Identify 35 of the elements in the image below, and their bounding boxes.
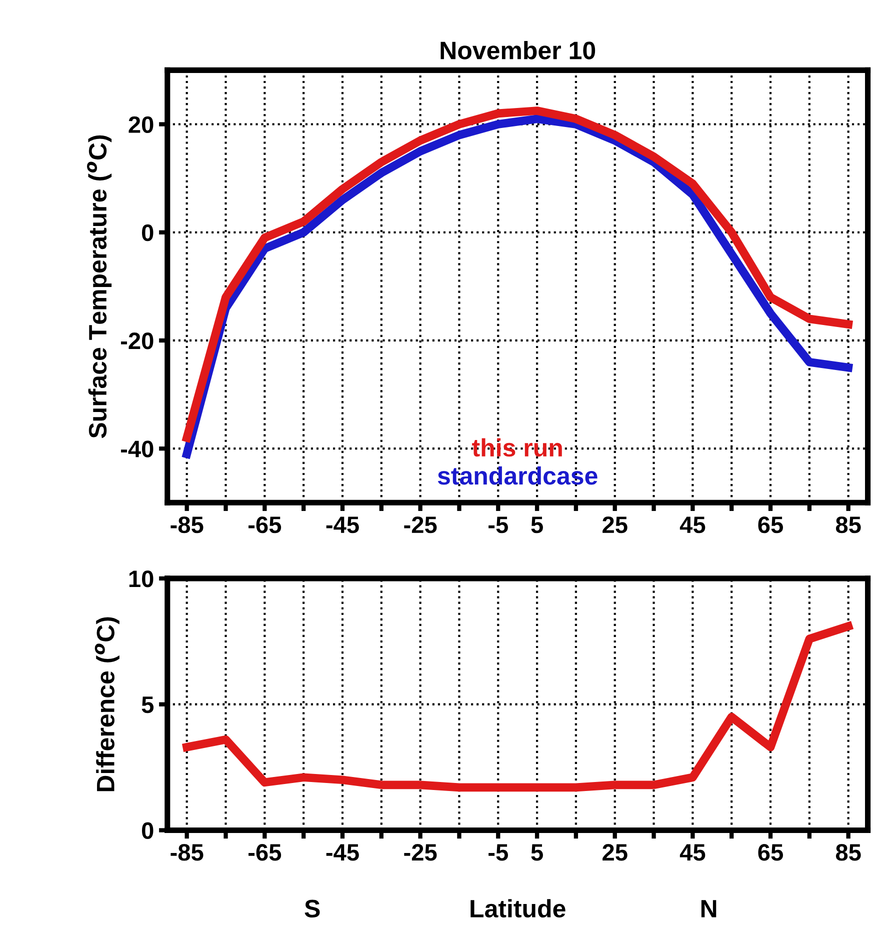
- x-tick-label: -25: [404, 844, 437, 861]
- x-tick-label: 85: [836, 844, 861, 861]
- x-tick-label: 85: [836, 516, 861, 534]
- y-tick-label: 20: [128, 116, 154, 134]
- x-tick-label: 45: [680, 844, 706, 861]
- x-tick-label: 45: [680, 516, 706, 534]
- text: standardcase: [438, 466, 598, 485]
- x-tick-label: -25: [404, 516, 437, 534]
- x-tick-label: 25: [602, 844, 628, 861]
- y-tick-label: -20: [120, 332, 154, 350]
- x-tick-label: 5: [531, 844, 543, 861]
- y-tick-label: 10: [129, 570, 154, 588]
- chart-title: November 10: [440, 40, 596, 60]
- x-tick-label: -5: [488, 844, 508, 861]
- y-tick-label: 5: [142, 696, 154, 714]
- y-axis-title: Difference ($^{o}$C): [94, 617, 120, 792]
- x-tick-label: -45: [326, 844, 359, 861]
- text: S: [304, 900, 320, 918]
- text: N: [701, 900, 716, 918]
- y-tick-label: -40: [120, 440, 154, 458]
- x-tick-label: -45: [326, 516, 359, 534]
- x-tick-label: 5: [531, 516, 543, 534]
- y-axis-title: Surface Temperature ($^{o}$C): [86, 135, 112, 438]
- x-tick-label: -5: [488, 516, 508, 534]
- y-tick-label: 0: [142, 822, 154, 840]
- x-tick-label: -85: [170, 844, 204, 861]
- x-tick-label: -85: [170, 516, 204, 534]
- y-tick-label: 0: [142, 224, 154, 242]
- text: this run: [472, 438, 562, 457]
- x-tick-label: -65: [248, 516, 282, 534]
- x-tick-label: -65: [248, 844, 282, 861]
- x-axis-title: Latitude: [470, 899, 566, 918]
- x-tick-label: 65: [758, 516, 783, 534]
- x-tick-label: 65: [758, 844, 783, 861]
- x-tick-label: 25: [602, 516, 628, 534]
